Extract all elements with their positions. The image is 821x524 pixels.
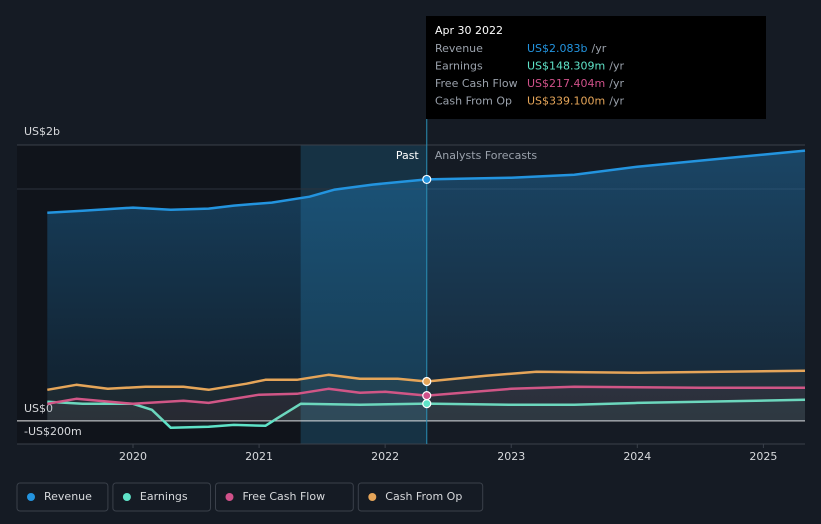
y-tick-label: US$2b — [24, 125, 60, 138]
tooltip-unit: /yr — [609, 77, 624, 90]
tooltip-amount: US$2.083b — [527, 42, 588, 55]
tooltip-value: US$217.404m/yr — [527, 77, 624, 90]
tooltip-label: Free Cash Flow — [435, 77, 518, 90]
tooltip-unit: /yr — [609, 95, 624, 108]
legend-box — [112, 482, 211, 512]
series-line — [47, 149, 806, 214]
legend-item[interactable]: Earnings — [112, 482, 211, 512]
tooltip-box — [426, 16, 766, 119]
tooltip-amount: US$148.309m — [527, 60, 605, 73]
tooltip-unit: /yr — [609, 60, 624, 73]
legend-label: Revenue — [44, 490, 92, 503]
legend-label: Free Cash Flow — [243, 490, 326, 503]
legend-item[interactable]: Revenue — [16, 482, 109, 512]
tooltip-value: US$148.309m/yr — [527, 60, 624, 73]
tooltip-unit: /yr — [592, 42, 607, 55]
tooltip-label: Earnings — [435, 60, 483, 73]
legend-swatch — [27, 493, 35, 501]
hover-marker — [422, 391, 432, 401]
hover-marker — [422, 376, 432, 387]
x-tick-label: 2022 — [371, 450, 399, 463]
x-tick-label: 2020 — [119, 450, 147, 463]
series-line — [47, 398, 806, 430]
x-tick-label: 2024 — [623, 450, 651, 463]
hover-marker — [422, 399, 432, 409]
tooltip-amount: US$339.100m — [527, 95, 605, 108]
legend-swatch — [122, 493, 131, 501]
series-line — [47, 369, 806, 392]
annotation-past: Past — [396, 149, 420, 162]
legend-box — [16, 482, 109, 512]
y-tick-label: -US$200m — [24, 425, 82, 438]
annotation-forecast: Analysts Forecasts — [435, 149, 538, 162]
legend-swatch — [368, 493, 377, 501]
legend-box — [357, 482, 484, 512]
legend-item[interactable]: Cash From Op — [357, 482, 484, 512]
legend-item[interactable]: Free Cash Flow — [215, 482, 354, 512]
tooltip-label: Cash From Op — [435, 95, 512, 108]
hover-marker — [422, 174, 432, 185]
series-area — [47, 150, 806, 421]
y-tick-label: US$0 — [24, 402, 53, 415]
legend-box — [215, 482, 354, 512]
tooltip-value: US$2.083b/yr — [527, 42, 607, 55]
tooltip-label: Revenue — [435, 42, 483, 55]
legend-label: Cash From Op — [385, 490, 462, 503]
tooltip-amount: US$217.404m — [527, 77, 605, 90]
x-tick-label: 2025 — [749, 450, 777, 463]
series-line — [47, 385, 805, 406]
legend-label: Earnings — [140, 490, 188, 503]
tooltip-value: US$339.100m/yr — [527, 95, 624, 108]
legend-swatch — [225, 493, 234, 501]
tooltip-date: Apr 30 2022 — [435, 24, 503, 37]
x-tick-label: 2023 — [497, 450, 525, 463]
x-tick-label: 2021 — [245, 450, 273, 463]
series-area — [47, 399, 806, 428]
